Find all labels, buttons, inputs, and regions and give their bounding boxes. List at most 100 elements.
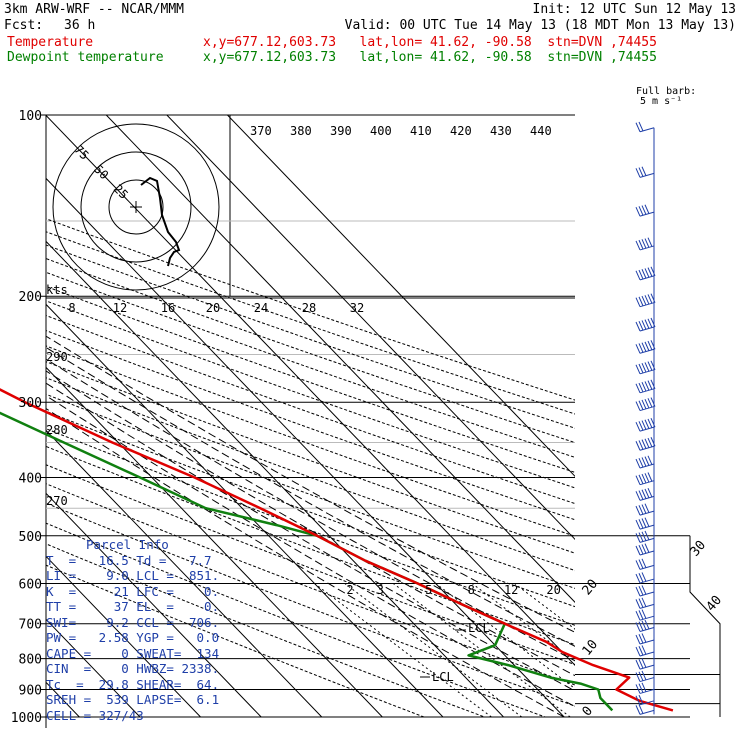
wind-barb-flag [641,205,647,215]
wind-barb-flag [641,585,647,595]
wind-barb-flag [641,362,647,373]
wind-barb-flag [647,294,653,304]
mixing-ratio-line [514,583,575,630]
wind-barb-flag [644,398,650,409]
wind-barb-flag [647,418,653,429]
parcel-info-row: PW = 2.58 YGP = 0.0 [46,630,220,645]
wind-barb-flag [635,421,641,432]
model-name: 3km ARW-WRF -- NCAR/MMM [4,2,185,17]
init-time: Init: 12 UTC Sun 12 May 13 [532,2,737,17]
theta-label: 280 [46,423,68,437]
isotherm-label: 20 [580,577,602,599]
wind-barb-flag [635,533,641,543]
temperature-location-info: x,y=677.12,603.73 lat,lon= 41.62, -90.58… [203,35,657,50]
wind-barb-flag [635,344,641,354]
wind-barb-flag [638,321,644,331]
wind-barb-flag [635,401,641,411]
lcl-label: LCL [468,621,490,635]
wind-barb-flag [644,488,650,499]
isotherm-line [166,115,575,541]
wind-barb-flag [641,531,647,541]
dewpoint-legend-label: Dewpoint temperature [7,50,164,65]
mixing-ratio-label: 12 [504,583,518,597]
wind-barb-flag [647,472,653,482]
wind-barb-flag [641,473,647,484]
wind-barb-flag [641,609,647,619]
wind-barb-flag [644,619,650,630]
wind-barb-flag [635,586,641,597]
dry-adiabat-line [46,543,485,717]
wind-barb [635,166,655,178]
isotherm-line [227,115,575,478]
wind-barb-flag [638,490,644,500]
wind-barb-flag [638,704,644,714]
theta-label: 430 [490,124,512,138]
wind-barb-flag [638,586,644,596]
wind-barb [635,645,655,657]
wind-barb-shaft [639,564,655,570]
wind-barb-flag [635,297,641,307]
isotherm-line [105,115,575,604]
theta-label: 370 [250,124,272,138]
isotherm-line [46,115,575,666]
wind-barb-flag [638,167,644,177]
wind-barb-flag [641,597,647,607]
parcel-info-row: CELL = 327/43 [46,707,144,723]
wind-barb-flag [638,296,644,307]
kts-tick-label: 16 [161,301,175,315]
moist-adiabat-line [46,358,575,662]
wind-barb [635,609,655,621]
pressure-label: 900 [19,683,42,698]
wind-barb-flag [635,695,641,706]
wind-barb-flag [644,238,650,248]
valid-time: Valid: 00 UTC Tue 14 May 13 (18 MDT Mon … [344,18,736,33]
wind-barb [635,517,655,530]
kts-tick-label: 8 [68,301,75,315]
kts-label: kts [46,283,68,297]
wind-barb-flag [644,530,650,541]
wind-barb [635,658,655,670]
wind-barb-shaft [639,578,655,584]
wind-barb [635,670,655,683]
wind-barb-shaft [639,664,655,670]
wind-barb-flag [635,321,641,332]
wind-barb [635,487,655,501]
isotherm-line [46,492,262,717]
isotherm-line [46,240,504,717]
wind-barb-flag [644,295,650,305]
lcl-label: LCL [432,670,454,684]
wind-barb-flag [638,598,644,608]
parcel-info-row: T = 16.5 Td = 7.7 [46,552,212,568]
wind-barb-shaft [639,550,655,556]
wind-barb-flag [638,545,644,555]
wind-barb-flag [647,361,653,371]
dry-adiabat-line [46,483,575,686]
pressure-label: 300 [19,396,42,411]
wind-barb-flag [638,474,644,485]
wind-barb-flag [641,645,647,655]
wind-barb-flag [644,517,650,527]
parcel-info-row: SREH = 539 LAPSE= 6.1 [46,692,220,707]
wind-barb-flag [635,122,641,132]
wind-barb-flag [641,269,647,279]
forecast-label: Fcst: [4,18,44,33]
wind-barb-flag [638,343,644,353]
pressure-label: 400 [19,471,42,486]
wind-barb [635,597,655,609]
wind-barb [635,340,656,354]
wind-barb-flag [638,239,644,250]
wind-barb [635,543,655,556]
wind-barb-flag [635,206,641,217]
wind-barb-flag [635,505,641,516]
wind-barb-flag [641,399,647,410]
wind-barb-flag [641,504,647,514]
wind-barb-flag [638,634,644,644]
wind-barb-flag [635,240,641,251]
forecast-hour: 36 h [64,18,96,33]
wind-barb-flag [644,341,650,352]
wind-barb-flag [641,457,647,467]
moist-adiabat-line [46,407,565,717]
wind-barb-flag [635,610,641,621]
wind-barb-flag [638,683,644,693]
lower-right-frame [689,535,721,717]
